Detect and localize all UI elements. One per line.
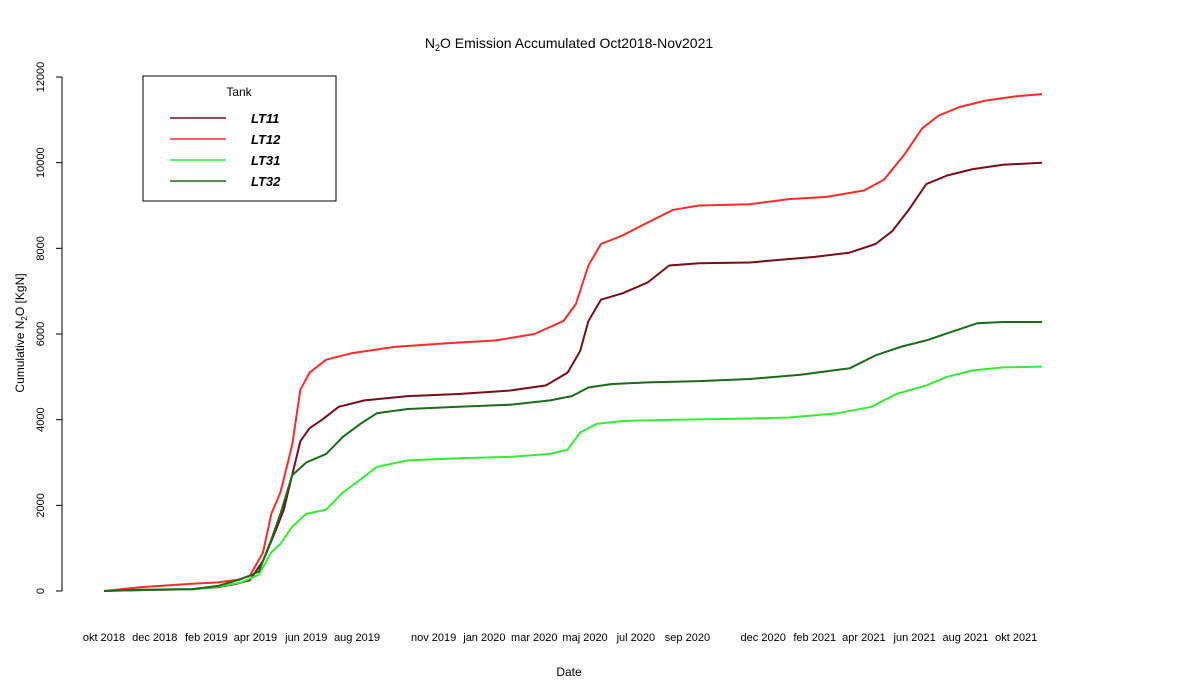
x-tick-label: sep 2020 xyxy=(665,632,710,644)
legend-label: LT31 xyxy=(251,153,280,168)
x-tick-label: apr 2021 xyxy=(842,632,885,644)
chart-title: N2O Emission Accumulated Oct2018-Nov2021 xyxy=(425,35,713,53)
x-tick-label: aug 2019 xyxy=(334,632,380,644)
series-line-lt11 xyxy=(103,161,1043,592)
legend-label: LT11 xyxy=(251,111,279,126)
x-tick-label: okt 2021 xyxy=(995,632,1037,644)
x-tick-label: dec 2018 xyxy=(132,632,177,644)
x-tick-label: feb 2021 xyxy=(793,632,836,644)
x-tick-label: apr 2019 xyxy=(234,632,277,644)
series-line-lt12 xyxy=(103,93,1043,592)
x-tick-label: maj 2020 xyxy=(562,632,607,644)
x-tick-label: jun 2019 xyxy=(284,632,327,644)
y-tick-label: 4000 xyxy=(35,407,47,431)
y-tick-label: 2000 xyxy=(35,493,47,517)
x-axis: okt 2018 dec 2018 feb 2019 apr 2019 jun 2019… xyxy=(83,632,1037,644)
y-axis-label: Cumulative N2O [KgN] xyxy=(13,273,29,392)
x-tick-label: jan 2020 xyxy=(462,632,505,644)
y-tick-label: 8000 xyxy=(35,236,47,260)
y-tick-label: 10000 xyxy=(35,147,47,178)
x-tick-label: okt 2018 xyxy=(83,632,125,644)
legend-label: LT12 xyxy=(251,132,281,147)
x-tick-label: aug 2021 xyxy=(942,632,988,644)
y-axis: 0 2000 4000 6000 8000 10000 12000 xyxy=(35,62,63,594)
y-tick-label: 6000 xyxy=(35,322,47,346)
x-tick-label: jun 2021 xyxy=(893,632,936,644)
x-axis-label: Date xyxy=(556,665,582,679)
x-tick-label: nov 2019 xyxy=(411,632,456,644)
legend: Tank LT11 LT12 LT31 LT32 xyxy=(142,75,337,202)
x-tick-label: mar 2020 xyxy=(511,632,557,644)
y-tick-label: 12000 xyxy=(35,62,47,93)
series-line-lt32 xyxy=(103,321,1042,592)
x-tick-label: feb 2019 xyxy=(185,632,228,644)
series-line-lt31 xyxy=(103,365,1043,592)
y-tick-label: 0 xyxy=(35,588,47,594)
x-tick-label: jul 2020 xyxy=(616,632,656,644)
series-layer xyxy=(103,93,1043,592)
legend-title: Tank xyxy=(226,85,252,99)
x-tick-label: dec 2020 xyxy=(741,632,786,644)
legend-label: LT32 xyxy=(251,174,281,189)
